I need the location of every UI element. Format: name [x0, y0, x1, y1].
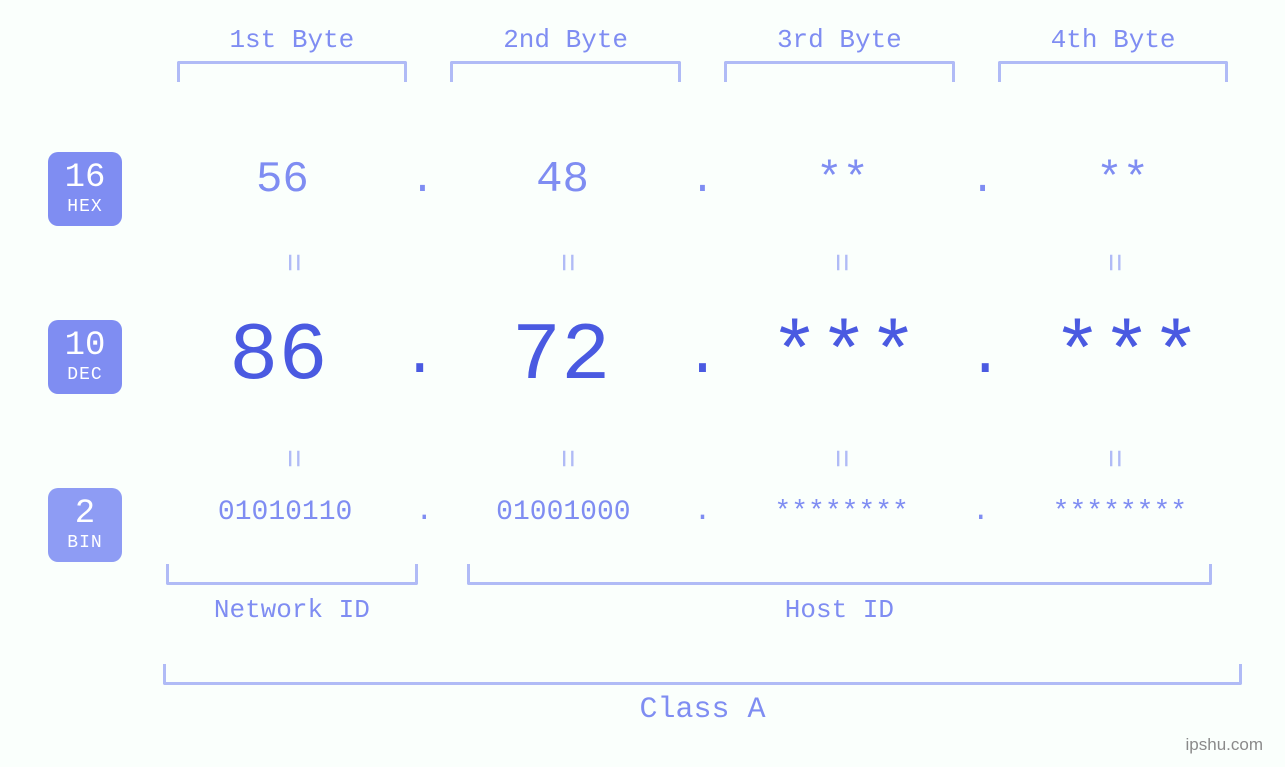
- bin-byte-2: 01001000: [433, 497, 693, 528]
- byte-header-4: 4th Byte: [976, 25, 1250, 100]
- byte-label: 2nd Byte: [503, 25, 628, 55]
- ip-diagram: 1st Byte 2nd Byte 3rd Byte 4th Byte 16 H…: [0, 0, 1285, 767]
- bin-byte-1: 01010110: [155, 497, 415, 528]
- equals-row-2: = = = =: [155, 440, 1250, 477]
- bracket-top-icon: [724, 61, 954, 82]
- bin-byte-3: ********: [712, 497, 972, 528]
- dot-separator: .: [415, 495, 433, 529]
- equals-icon: =: [821, 322, 858, 596]
- bracket-bottom-icon: [467, 564, 1212, 585]
- badge-base-label: BIN: [67, 533, 102, 553]
- hex-badge: 16 HEX: [48, 152, 122, 226]
- dot-separator: .: [402, 323, 438, 391]
- dot-separator: .: [690, 156, 715, 204]
- byte-header-1: 1st Byte: [155, 25, 429, 100]
- equals-row-1: = = = =: [155, 244, 1250, 281]
- bracket-top-icon: [450, 61, 680, 82]
- badge-base-label: HEX: [67, 197, 102, 217]
- equals-icon: =: [547, 322, 584, 596]
- bracket-top-icon: [177, 61, 407, 82]
- equals-icon: =: [273, 322, 310, 596]
- host-id-label: Host ID: [785, 595, 894, 625]
- network-id-section: Network ID: [155, 564, 429, 644]
- badge-base-number: 2: [75, 497, 95, 531]
- class-section: Class A: [155, 664, 1250, 727]
- bin-row: 01010110 . 01001000 . ******** . *******…: [155, 495, 1250, 529]
- byte-header-3: 3rd Byte: [703, 25, 977, 100]
- byte-header-row: 1st Byte 2nd Byte 3rd Byte 4th Byte: [155, 25, 1250, 100]
- dot-separator: .: [693, 495, 711, 529]
- bracket-bottom-icon: [163, 664, 1242, 685]
- bin-badge: 2 BIN: [48, 488, 122, 562]
- bracket-bottom-icon: [166, 564, 418, 585]
- dot-separator: .: [410, 156, 435, 204]
- bin-byte-4: ********: [990, 497, 1250, 528]
- byte-label: 3rd Byte: [777, 25, 902, 55]
- watermark: ipshu.com: [1186, 735, 1263, 755]
- badge-base-label: DEC: [67, 365, 102, 385]
- dec-row: 86 . 72 . *** . ***: [155, 310, 1250, 403]
- badge-base-number: 10: [65, 329, 106, 363]
- bracket-top-icon: [998, 61, 1228, 82]
- hex-row: 56 . 48 . ** . **: [155, 155, 1250, 205]
- equals-icon: =: [1095, 322, 1132, 596]
- byte-label: 4th Byte: [1051, 25, 1176, 55]
- badge-base-number: 16: [65, 161, 106, 195]
- class-label: Class A: [639, 693, 765, 727]
- byte-header-2: 2nd Byte: [429, 25, 703, 100]
- dot-separator: .: [684, 323, 720, 391]
- dot-separator: .: [970, 156, 995, 204]
- network-host-row: Network ID Host ID: [155, 564, 1250, 644]
- dot-separator: .: [967, 323, 1003, 391]
- dec-badge: 10 DEC: [48, 320, 122, 394]
- host-id-section: Host ID: [429, 564, 1250, 644]
- byte-label: 1st Byte: [229, 25, 354, 55]
- network-id-label: Network ID: [214, 595, 370, 625]
- dot-separator: .: [972, 495, 990, 529]
